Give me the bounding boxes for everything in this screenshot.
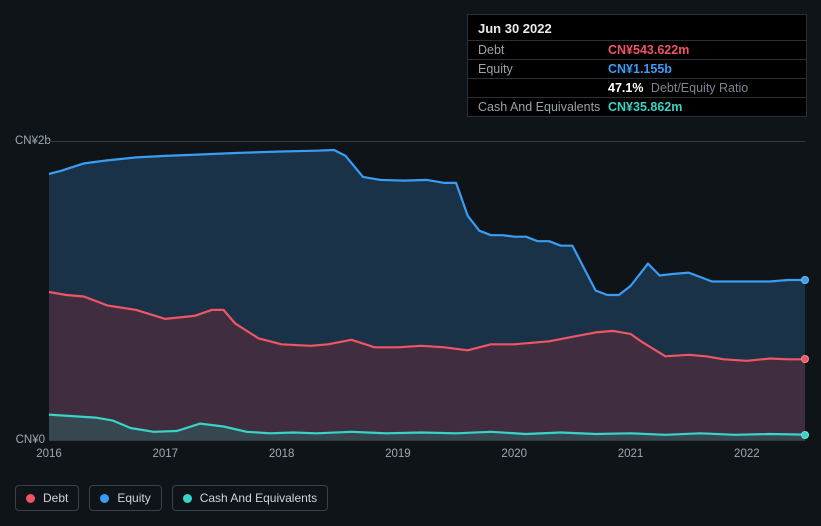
legend-item-label: Cash And Equivalents xyxy=(200,491,317,505)
legend-item[interactable]: Equity xyxy=(89,485,161,511)
x-axis-tick-label: 2019 xyxy=(385,448,411,460)
tooltip-row-value: 47.1% Debt/Equity Ratio xyxy=(608,81,796,95)
chart-tooltip: Jun 30 2022 DebtCN¥543.622mEquityCN¥1.15… xyxy=(467,14,807,117)
chart-container: Jun 30 2022 DebtCN¥543.622mEquityCN¥1.15… xyxy=(0,0,821,526)
tooltip-row-extra: Debt/Equity Ratio xyxy=(647,81,748,95)
tooltip-row-label xyxy=(478,81,608,95)
legend-dot-icon xyxy=(100,494,109,503)
x-axis-tick-label: 2017 xyxy=(153,448,179,460)
tooltip-row: 47.1% Debt/Equity Ratio xyxy=(468,79,806,98)
series-end-marker xyxy=(801,431,809,439)
x-axis-tick-label: 2021 xyxy=(618,448,644,460)
series-end-marker xyxy=(801,355,809,363)
tooltip-row-value: CN¥35.862m xyxy=(608,100,796,114)
x-axis-tick-label: 2018 xyxy=(269,448,295,460)
chart-plot-area[interactable] xyxy=(49,141,805,440)
tooltip-date: Jun 30 2022 xyxy=(468,15,806,41)
y-axis-tick-label: CN¥2b xyxy=(15,135,45,147)
tooltip-row-label: Equity xyxy=(478,62,608,76)
tooltip-row: DebtCN¥543.622m xyxy=(468,41,806,60)
x-axis-tick-label: 2020 xyxy=(501,448,527,460)
chart-legend: Debt Equity Cash And Equivalents xyxy=(15,485,328,511)
legend-item[interactable]: Debt xyxy=(15,485,79,511)
tooltip-row-value: CN¥543.622m xyxy=(608,43,796,57)
tooltip-row-value: CN¥1.155b xyxy=(608,62,796,76)
legend-item[interactable]: Cash And Equivalents xyxy=(172,485,328,511)
x-axis-tick-label: 2022 xyxy=(734,448,760,460)
chart-gridline xyxy=(49,440,805,441)
chart-wrapper: CN¥0 CN¥2b 2016 2017 2018 2019 2020 2021 2022 xyxy=(15,125,805,480)
tooltip-row: Cash And EquivalentsCN¥35.862m xyxy=(468,98,806,116)
tooltip-row-label: Debt xyxy=(478,43,608,57)
legend-item-label: Equity xyxy=(117,491,150,505)
tooltip-row-label: Cash And Equivalents xyxy=(478,100,608,114)
legend-item-label: Debt xyxy=(43,491,68,505)
series-end-marker xyxy=(801,276,809,284)
y-axis-tick-label: CN¥0 xyxy=(15,434,45,446)
legend-dot-icon xyxy=(183,494,192,503)
x-axis-tick-label: 2016 xyxy=(36,448,62,460)
legend-dot-icon xyxy=(26,494,35,503)
tooltip-row: EquityCN¥1.155b xyxy=(468,60,806,79)
